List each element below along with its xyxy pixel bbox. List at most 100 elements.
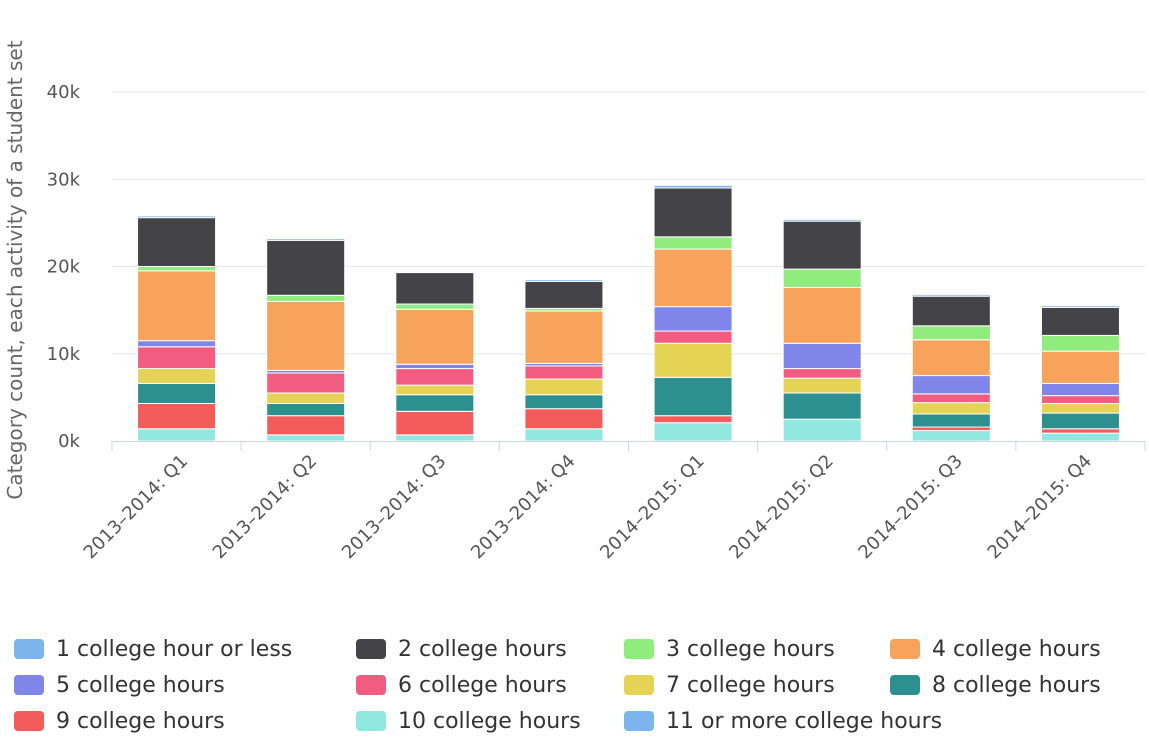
legend-label: 9 college hours: [56, 708, 225, 734]
legend-label: 3 college hours: [666, 636, 835, 662]
bar-segment: [266, 434, 346, 442]
legend-label: 7 college hours: [666, 672, 835, 698]
bar-segment: [782, 286, 862, 344]
legend-swatch: [356, 711, 386, 731]
bar-segment: [911, 375, 991, 395]
bar-segment: [911, 339, 991, 377]
bar-segment: [911, 402, 991, 415]
y-tick-label: 10k: [47, 344, 81, 365]
bar-segment: [524, 378, 604, 396]
bar-segment: [911, 426, 991, 432]
x-axis: 2013–2014: Q1 2013–2014: Q2 2013–2014: Q3 2…: [80, 441, 1146, 563]
bar-segment: [137, 215, 217, 219]
bar-segment: [137, 382, 217, 404]
bar-segment: [653, 376, 733, 417]
bar-segment: [653, 236, 733, 250]
legend-item[interactable]: 1 college hour or less: [14, 634, 292, 664]
legend-item[interactable]: 8 college hours: [890, 670, 1101, 700]
bar-segment: [911, 430, 991, 442]
legend-label: 1 college hour or less: [56, 636, 293, 662]
legend-swatch: [890, 675, 920, 695]
bar-segment: [137, 266, 217, 272]
bar-segment: [1040, 307, 1120, 336]
bar-segment: [653, 184, 733, 189]
legend-label: 8 college hours: [932, 672, 1101, 698]
x-tick-label: 2013–2014: Q3: [338, 451, 450, 563]
bar-segment: [653, 422, 733, 442]
x-tick-label: 2014–2015: Q3: [854, 451, 966, 563]
legend-label: 5 college hours: [56, 672, 225, 698]
bar-segment: [782, 220, 862, 270]
bar-segment: [395, 308, 475, 365]
bar-segment: [137, 270, 217, 342]
x-tick-label: 2013–2014: Q4: [467, 451, 579, 563]
bar-segment: [137, 368, 217, 384]
x-tick-label: 2013–2014: Q2: [209, 451, 321, 563]
bar-segment: [395, 272, 475, 305]
bar-segment: [395, 410, 475, 436]
bar-segment: [653, 187, 733, 238]
legend-label: 6 college hours: [398, 672, 567, 698]
legend-item[interactable]: 10 college hours: [356, 706, 581, 736]
bar-segment: [782, 268, 862, 288]
legend-item[interactable]: 9 college hours: [14, 706, 225, 736]
bar-segment: [1040, 350, 1120, 384]
bar-segment: [1040, 402, 1120, 414]
legend-item[interactable]: 5 college hours: [14, 670, 225, 700]
bar-segment: [137, 346, 217, 370]
bar-segment: [653, 248, 733, 308]
legend-item[interactable]: 7 college hours: [624, 670, 835, 700]
bar-segment: [782, 368, 862, 379]
legend-item[interactable]: 11 or more college hours: [624, 706, 942, 736]
bar-segment: [395, 384, 475, 396]
y-tick-label: 0k: [58, 431, 80, 452]
bar-segment: [1040, 334, 1120, 352]
bar-segment: [266, 402, 346, 417]
bar-segment: [524, 310, 604, 364]
legend-item[interactable]: 6 college hours: [356, 670, 567, 700]
bar-segment: [1040, 432, 1120, 442]
bar-segment: [1040, 305, 1120, 309]
bar-segment: [395, 368, 475, 386]
legend-swatch: [890, 639, 920, 659]
y-tick-label: 30k: [47, 169, 81, 190]
x-tick-label: 2014–2015: Q4: [984, 451, 1096, 563]
bar-segment: [653, 306, 733, 332]
bar-segment: [524, 279, 604, 282]
bar-segment: [1040, 395, 1120, 404]
legend-item[interactable]: 4 college hours: [890, 634, 1101, 664]
legend-swatch: [356, 639, 386, 659]
y-tick-label: 40k: [47, 82, 81, 103]
bar-segment: [782, 377, 862, 394]
bar-segment: [782, 418, 862, 442]
bar-segment: [266, 415, 346, 436]
bar-segment: [137, 217, 217, 267]
bar-segment: [911, 413, 991, 428]
legend-item[interactable]: 2 college hours: [356, 634, 567, 664]
bar-segment: [911, 295, 991, 327]
legend-swatch: [356, 675, 386, 695]
bar-segment: [266, 372, 346, 394]
bar-segment: [782, 392, 862, 420]
bar-segment: [266, 238, 346, 241]
x-tick-label: 2014–2015: Q1: [596, 451, 708, 563]
legend-swatch: [624, 675, 654, 695]
bar-segment: [1040, 382, 1120, 397]
legend-swatch: [14, 711, 44, 731]
bar-segment: [395, 394, 475, 412]
x-tick-label: 2014–2015: Q2: [725, 451, 837, 563]
legend-label: 2 college hours: [398, 636, 567, 662]
bar-segment: [266, 300, 346, 371]
legend-label: 10 college hours: [398, 708, 581, 734]
legend-swatch: [14, 675, 44, 695]
bar-segment: [653, 330, 733, 344]
legend-label: 4 college hours: [932, 636, 1101, 662]
legend-item[interactable]: 3 college hours: [624, 634, 835, 664]
bar-segment: [653, 342, 733, 378]
bars: [137, 184, 1120, 442]
bar-segment: [395, 434, 475, 442]
bar-segment: [782, 218, 862, 222]
y-tick-label: 20k: [47, 257, 81, 278]
legend-swatch: [14, 639, 44, 659]
legend-label: 11 or more college hours: [666, 708, 943, 734]
